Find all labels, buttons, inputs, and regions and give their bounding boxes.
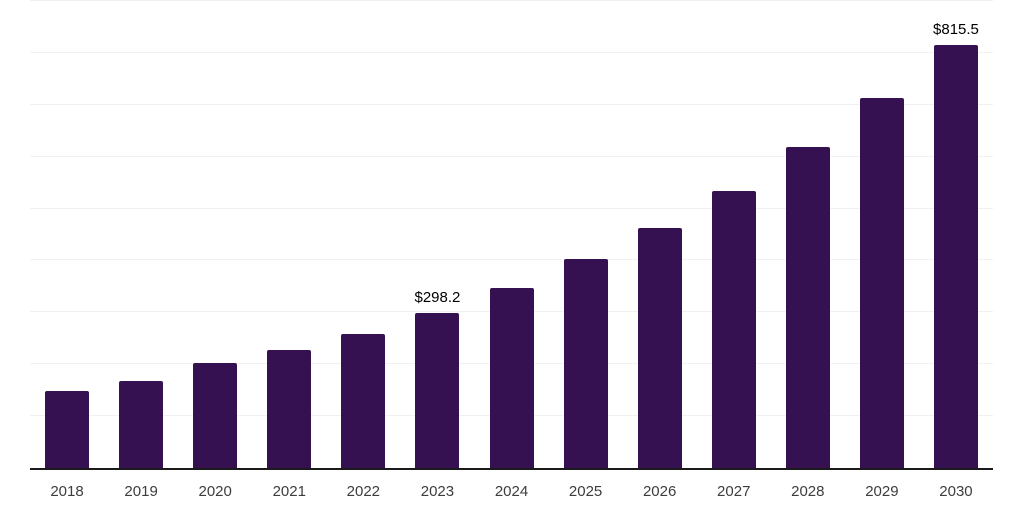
x-tick-label-2023: 2023	[420, 483, 455, 500]
gridline-500	[30, 207, 993, 209]
bar-2026	[637, 227, 682, 468]
x-tick-label-2024: 2024	[494, 483, 529, 500]
value-label-2023: $298.2	[414, 289, 461, 307]
bar-slot-2027	[697, 1, 771, 468]
x-tick-label-2028: 2028	[791, 483, 825, 500]
gridline-900	[30, 0, 993, 1]
x-tick-label-2025: 2025	[568, 483, 603, 500]
x-tick-label-2020: 2020	[198, 483, 232, 500]
x-tick-label-2018: 2018	[50, 483, 84, 500]
gridline-400	[30, 259, 993, 261]
bar-slot-2026	[623, 1, 697, 468]
x-tick-label-2021: 2021	[272, 483, 306, 500]
bar-slot-2025	[549, 1, 623, 468]
bar-2028	[785, 147, 830, 468]
x-tick-label-2030: 2030	[939, 483, 973, 500]
bar-2030	[933, 44, 978, 468]
x-tick-label-2022: 2022	[346, 483, 381, 500]
x-axis-labels: 2018 2019 2020 2021 2022 2023 2024 2025 2026 2027…	[30, 470, 993, 512]
bar-slot-2030: $815.5	[919, 1, 993, 468]
gridline-700	[30, 103, 993, 105]
bar-slot-2029	[845, 1, 919, 468]
bar-2020	[193, 363, 238, 468]
bar-slot-2021	[252, 1, 326, 468]
x-tick-label-2019: 2019	[124, 483, 158, 500]
bar-slot-2022	[326, 1, 400, 468]
plot-area: $298.2 $815.5	[30, 0, 993, 470]
gridline-600	[30, 155, 993, 157]
bar-2019	[119, 380, 164, 468]
x-tick-label-2029: 2029	[865, 483, 899, 500]
bar-slot-2023: $298.2	[400, 1, 474, 468]
gridline-800	[30, 51, 993, 53]
bar-2029	[859, 98, 904, 468]
bar-2018	[45, 391, 90, 468]
bar-slot-2024	[474, 1, 548, 468]
bar-slot-2018	[30, 1, 104, 468]
x-tick-label-2027: 2027	[717, 483, 751, 500]
bar-slot-2019	[104, 1, 178, 468]
bar-slot-2028	[771, 1, 845, 468]
x-tick-label-2026: 2026	[642, 483, 677, 500]
bar-2025	[563, 259, 608, 468]
value-label-2030: $815.5	[933, 20, 979, 38]
bar-2027	[711, 190, 756, 468]
bar-slot-2020	[178, 1, 252, 468]
bar-2022	[341, 334, 386, 468]
bars: $298.2 $815.5	[30, 1, 993, 468]
bar-2024	[489, 288, 534, 468]
bar-2023	[415, 313, 460, 468]
bar-2021	[267, 349, 312, 468]
